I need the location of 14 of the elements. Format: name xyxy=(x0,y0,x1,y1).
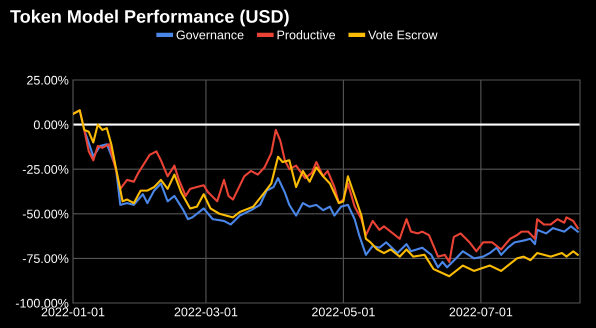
y-tick-label: -50.00% xyxy=(22,210,68,218)
y-tick-label: -75.00% xyxy=(22,254,68,264)
y-tick-label: 25.00% xyxy=(27,76,68,85)
chart-title: Token Model Performance (USD) xyxy=(10,10,289,26)
x-tick-label: 2022-05-01 xyxy=(312,307,375,316)
legend-label: Productive xyxy=(278,30,336,40)
x-tick-label: 2022-07-01 xyxy=(450,307,512,316)
legend-label: Governance xyxy=(176,30,244,40)
x-tick-label: 2022-03-01 xyxy=(174,307,238,316)
y-tick-label: -100.00% xyxy=(16,298,68,308)
y-tick-label: 0.00% xyxy=(34,120,68,130)
legend-label: Vote Escrow xyxy=(368,30,438,40)
x-tick-label: 2022-01-01 xyxy=(42,307,104,316)
y-tick-label: -25.00% xyxy=(22,165,68,174)
